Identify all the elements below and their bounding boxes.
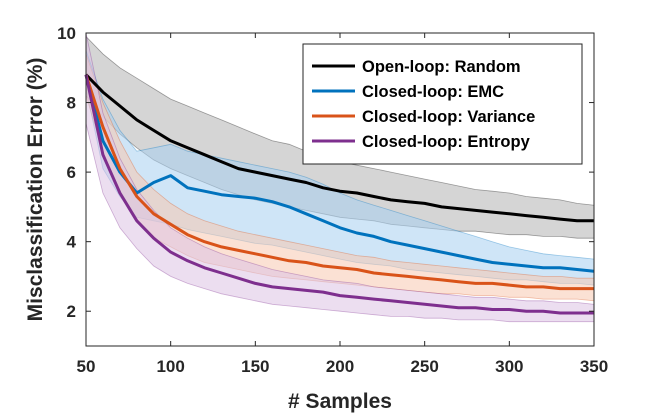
series-line-1 [84, 74, 595, 273]
y-axis-title: Misclassification Error (%) [24, 58, 47, 322]
legend: Open-loop: Random Closed-loop: EMC Closed-… [302, 43, 583, 165]
x-tick-label: 200 [326, 357, 354, 376]
series-line-2 [84, 74, 594, 291]
x-tick-label: 250 [410, 357, 438, 376]
legend-label-3: Closed-loop: Entropy [362, 133, 531, 151]
legend-label-1: Closed-loop: EMC [362, 83, 504, 101]
legend-label-0: Open-loop: Random [362, 58, 521, 76]
x-axis-title: # Samples [288, 390, 392, 413]
x-tick-label: 100 [156, 357, 184, 376]
legend-box [302, 43, 583, 165]
x-tick-label: 150 [241, 357, 269, 376]
y-tick-label: 6 [67, 163, 76, 182]
y-tick-label: 8 [67, 94, 76, 113]
series-line-3 [84, 74, 594, 315]
axes: 50 100 150 200 250 300 350 2 4 6 8 10 [57, 24, 608, 376]
y-tick-label: 4 [67, 233, 77, 252]
legend-label-2: Closed-loop: Variance [362, 108, 535, 126]
x-tick-label: 50 [77, 357, 96, 376]
x-tick-label: 300 [495, 357, 523, 376]
y-tick-label: 2 [67, 302, 76, 321]
series-line-0 [84, 73, 594, 223]
series-lines [84, 73, 595, 315]
x-tick-label: 350 [580, 357, 608, 376]
y-tick-label: 10 [57, 24, 76, 43]
